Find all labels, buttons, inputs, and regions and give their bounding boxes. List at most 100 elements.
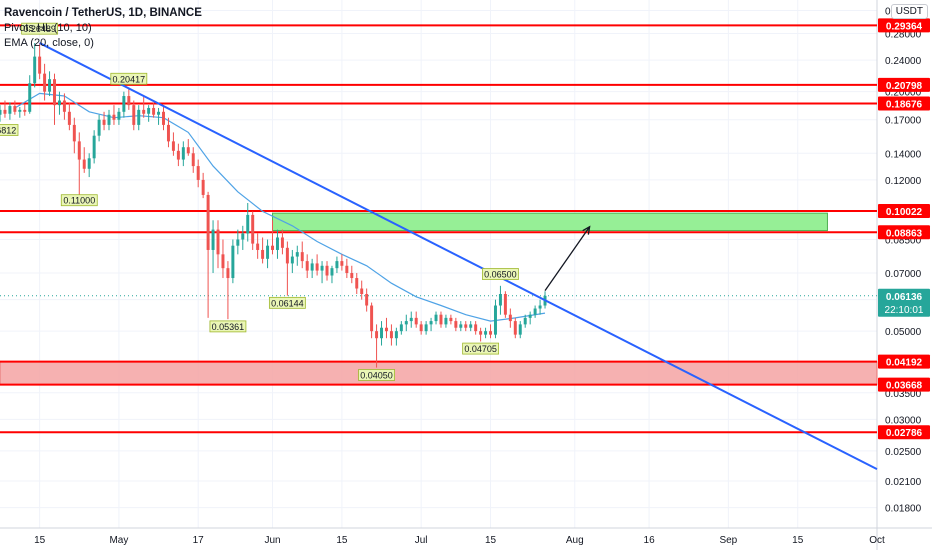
candle-body — [241, 233, 245, 240]
indicator-ema[interactable]: EMA (20, close, 0) — [4, 37, 94, 49]
candle-body — [38, 56, 42, 74]
pivot-label-low: 0.05361 — [209, 320, 247, 333]
y-tick-label: 0.28000 — [885, 30, 922, 41]
candle-body — [137, 109, 141, 125]
candle-body — [419, 324, 423, 332]
candle-body — [132, 105, 136, 125]
y-tick-label: 0.05000 — [885, 327, 922, 338]
y-tick-label: 0.20000 — [885, 88, 922, 99]
countdown-text: 22:10:01 — [885, 305, 924, 316]
candle-body — [518, 324, 522, 335]
pivot-label-text: 0.04050 — [360, 370, 393, 380]
candle-body — [28, 83, 32, 112]
candle-body — [320, 265, 324, 271]
candle-body — [8, 106, 12, 114]
level-price-badge-text: 0.04192 — [886, 358, 923, 369]
candle-body — [300, 252, 304, 262]
candle-body — [310, 263, 314, 271]
candle-body — [469, 324, 473, 328]
candle-body — [399, 324, 403, 332]
y-tick-label: 0.02500 — [885, 447, 922, 458]
level-price-badge-bg — [878, 96, 930, 111]
pivot-label-low: 0.04705 — [462, 342, 500, 355]
pivot-label-box — [21, 22, 59, 35]
y-tick-label: 0.24000 — [885, 56, 922, 67]
candle-body — [77, 141, 81, 160]
candle-body — [409, 317, 413, 322]
y-tick-label: 0.14000 — [885, 149, 922, 160]
candle-body — [211, 229, 215, 250]
level-price-badge: 0.02786 — [878, 425, 930, 440]
candle-body — [360, 288, 364, 294]
candle-body — [261, 249, 265, 259]
level-price-badge: 0.08863 — [878, 225, 930, 240]
level-price-badge-text: 0.08863 — [886, 228, 923, 239]
candle-body — [226, 268, 230, 279]
level-price-badge: 0.03668 — [878, 377, 930, 392]
candle-body — [330, 268, 334, 276]
pivot-label-text: 0.16812 — [0, 126, 16, 136]
pivot-label-high: 0.26489 — [21, 22, 59, 35]
pivot-label-box — [358, 369, 395, 381]
candle-body — [464, 324, 468, 328]
candle-body — [365, 293, 369, 306]
candle-body — [493, 305, 497, 335]
symbol-title[interactable]: Ravencoin / TetherUS, 1D, BINANCE — [4, 7, 202, 19]
candle-body — [216, 229, 220, 255]
candle-body — [162, 111, 165, 125]
candle-body — [513, 321, 517, 335]
candle-body — [280, 237, 284, 248]
candle-body — [256, 243, 260, 250]
pivot-label-box — [60, 194, 98, 207]
candle-body — [0, 109, 2, 115]
indicator-pivots[interactable]: Pivots HL (10, 10) — [4, 22, 92, 34]
candle-body — [23, 109, 27, 112]
x-tick-label: 17 — [193, 535, 205, 546]
candle-body — [275, 237, 279, 250]
y-tick-label: 0.08500 — [885, 235, 922, 246]
pivot-label-box — [0, 124, 19, 136]
candle-body — [251, 214, 255, 244]
candle-body — [295, 252, 299, 257]
candle-body — [57, 100, 61, 106]
candle-body — [523, 317, 527, 325]
candle-body — [404, 321, 408, 325]
candle-body — [246, 214, 250, 234]
candle-body — [305, 261, 309, 271]
candle-body — [72, 124, 76, 142]
candle-body — [335, 261, 339, 269]
candle-body — [62, 100, 66, 112]
candle-body — [350, 273, 354, 279]
candle-body — [389, 331, 393, 339]
level-price-badge-bg — [878, 204, 930, 219]
level-price-badge: 0.10022 — [878, 204, 930, 219]
candle-body — [424, 324, 428, 332]
candle-body — [166, 124, 170, 142]
candle-body — [290, 256, 294, 264]
candle-body — [454, 321, 458, 328]
level-price-badge-bg — [878, 425, 930, 440]
candle-body — [18, 109, 22, 112]
pivot-label-text: 0.26489 — [23, 24, 56, 34]
candle-body — [380, 327, 384, 339]
candle-body — [43, 73, 47, 92]
projection-arrow-head — [582, 225, 591, 235]
candle-body — [152, 107, 156, 115]
chart-legend: Ravencoin / TetherUS, 1D, BINANCE Pivots… — [4, 6, 202, 51]
level-price-badge: 0.29364 — [878, 18, 930, 33]
candle-body — [67, 111, 71, 125]
currency-badge[interactable]: USDT — [890, 4, 928, 19]
pivot-label-box — [482, 268, 519, 280]
level-price-badge-text: 0.02786 — [886, 428, 923, 439]
candle-body — [271, 245, 275, 250]
current-price-badge-bg — [878, 288, 930, 317]
x-tick-label: 16 — [644, 535, 656, 546]
level-price-badge-text: 0.03668 — [886, 381, 923, 392]
pivot-label-low: 0.04050 — [358, 369, 395, 381]
candle-body — [3, 109, 7, 114]
resistance-zone — [272, 212, 828, 232]
level-price-badge-text: 0.29364 — [886, 21, 923, 32]
x-tick-label: Jul — [415, 535, 428, 546]
